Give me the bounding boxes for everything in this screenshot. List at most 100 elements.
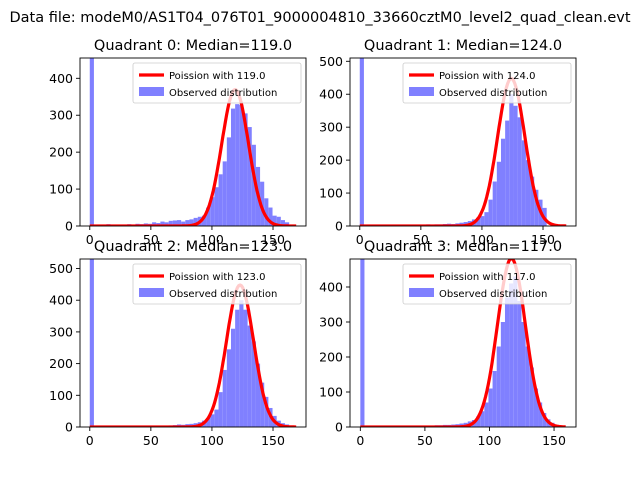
histogram-bar bbox=[476, 416, 481, 427]
axes-frame bbox=[349, 258, 577, 428]
histogram-bar bbox=[513, 276, 518, 427]
legend-label-poisson: Poission with 119.0 bbox=[169, 71, 265, 82]
legend-label-observed: Observed distribution bbox=[169, 289, 277, 300]
x-tick-label: 50 bbox=[143, 433, 159, 448]
x-tick-label: 100 bbox=[470, 232, 494, 247]
y-tick-label: 100 bbox=[49, 182, 73, 197]
histogram-bar bbox=[530, 176, 535, 226]
histogram-bar bbox=[488, 388, 493, 427]
histogram-bar bbox=[210, 414, 215, 427]
x-tick-label: 100 bbox=[478, 433, 502, 448]
axes-frame bbox=[79, 258, 307, 428]
histogram-bar bbox=[255, 363, 261, 427]
histogram-bar bbox=[272, 215, 277, 226]
histogram-bar bbox=[247, 127, 252, 226]
legend-box bbox=[132, 62, 302, 104]
legend-label-observed: Observed distribution bbox=[439, 88, 547, 99]
histogram-bar bbox=[206, 207, 211, 226]
histogram-bar bbox=[525, 160, 531, 226]
histogram-bar bbox=[276, 216, 281, 226]
histogram-bar bbox=[492, 181, 497, 226]
y-tick-label: 400 bbox=[49, 293, 73, 308]
quadrant-title: Quadrant 3: Median=117.0 bbox=[364, 239, 562, 255]
x-tick-label: 0 bbox=[356, 232, 364, 247]
quadrant-1-axes: 0 50 100 150 0 100 200 300 400 500 Quadrant 1: Med… bbox=[319, 38, 577, 247]
histogram-bar bbox=[89, 58, 94, 226]
x-tick-label: 150 bbox=[542, 433, 566, 448]
histogram-bar bbox=[193, 217, 198, 226]
histogram-bar bbox=[176, 220, 182, 226]
histogram-bar bbox=[243, 309, 248, 427]
legend-label-poisson: Poission with 123.0 bbox=[169, 272, 265, 283]
histogram-bar bbox=[226, 137, 231, 226]
legend-label-observed: Observed distribution bbox=[439, 289, 547, 300]
legend-box bbox=[132, 263, 302, 305]
histogram-bar bbox=[509, 283, 514, 427]
histogram-bar bbox=[218, 392, 223, 427]
histogram-bar bbox=[534, 189, 539, 226]
histogram-bar bbox=[210, 197, 215, 226]
histogram-bar bbox=[230, 108, 236, 226]
y-tick-label: 300 bbox=[49, 108, 73, 123]
histogram-bar bbox=[251, 341, 256, 427]
histogram-bar bbox=[484, 402, 489, 427]
histogram-bar bbox=[480, 411, 485, 427]
histogram-bar bbox=[243, 113, 248, 226]
axes-frame bbox=[79, 57, 307, 227]
legend-patch-swatch bbox=[139, 87, 164, 96]
histogram-bar bbox=[235, 104, 240, 226]
histogram-bar bbox=[247, 325, 252, 427]
histogram-bar bbox=[160, 221, 165, 226]
quadrant-title: Quadrant 2: Median=123.0 bbox=[94, 239, 292, 255]
x-tick-label: 50 bbox=[413, 232, 429, 247]
histogram-bar bbox=[517, 117, 522, 226]
y-tick-label: 500 bbox=[49, 261, 73, 276]
histogram-bar bbox=[505, 120, 510, 226]
quadrant-title: Quadrant 0: Median=119.0 bbox=[94, 38, 292, 54]
histogram-bar bbox=[89, 259, 94, 427]
histogram-bar bbox=[185, 220, 190, 226]
y-tick-label: 200 bbox=[49, 145, 73, 160]
histogram-bar bbox=[222, 161, 227, 226]
x-tick-label: 100 bbox=[200, 433, 224, 448]
histogram-bar bbox=[222, 369, 227, 427]
legend: Poission with 124.0 Observed distribution bbox=[402, 62, 572, 104]
histogram-bar bbox=[484, 212, 489, 226]
legend-label-observed: Observed distribution bbox=[169, 88, 277, 99]
y-tick-label: 200 bbox=[49, 356, 73, 371]
poisson-curve bbox=[89, 283, 297, 427]
histogram-bar bbox=[280, 220, 285, 226]
x-tick-label: 150 bbox=[531, 232, 555, 247]
histogram-bar bbox=[496, 161, 501, 226]
histogram-bar bbox=[509, 94, 514, 226]
histogram-bar bbox=[239, 300, 244, 427]
histogram-bar bbox=[251, 144, 256, 226]
histogram-bar bbox=[284, 222, 290, 226]
y-tick-label: 400 bbox=[319, 280, 343, 295]
y-tick-label: 300 bbox=[49, 324, 73, 339]
histogram-bar bbox=[168, 220, 173, 226]
legend-box bbox=[402, 62, 572, 104]
histogram-bar bbox=[206, 418, 211, 427]
quadrant-title: Quadrant 1: Median=124.0 bbox=[364, 38, 562, 54]
y-tick-label: 100 bbox=[319, 186, 343, 201]
histogram-bar bbox=[214, 187, 219, 226]
histogram-bar bbox=[500, 322, 505, 427]
histogram-bar bbox=[517, 301, 522, 427]
histogram-bar bbox=[152, 222, 157, 226]
x-tick-label: 0 bbox=[356, 433, 364, 448]
y-tick-label: 400 bbox=[49, 71, 73, 86]
legend-patch-swatch bbox=[139, 288, 164, 297]
x-tick-label: 100 bbox=[200, 232, 224, 247]
histogram-bar bbox=[521, 140, 526, 226]
histogram-bar bbox=[529, 367, 534, 427]
quadrant-0-axes: 0 50 100 150 0 100 200 300 400 Quadrant 0: Median… bbox=[49, 38, 307, 247]
histogram-bar bbox=[360, 259, 365, 427]
histogram-bar bbox=[496, 346, 501, 427]
histogram-bar bbox=[500, 138, 506, 226]
y-tick-label: 0 bbox=[335, 219, 343, 234]
y-tick-label: 200 bbox=[319, 153, 343, 168]
histogram-bar bbox=[189, 219, 194, 226]
histogram-bar bbox=[201, 215, 207, 226]
y-tick-label: 0 bbox=[335, 420, 343, 435]
